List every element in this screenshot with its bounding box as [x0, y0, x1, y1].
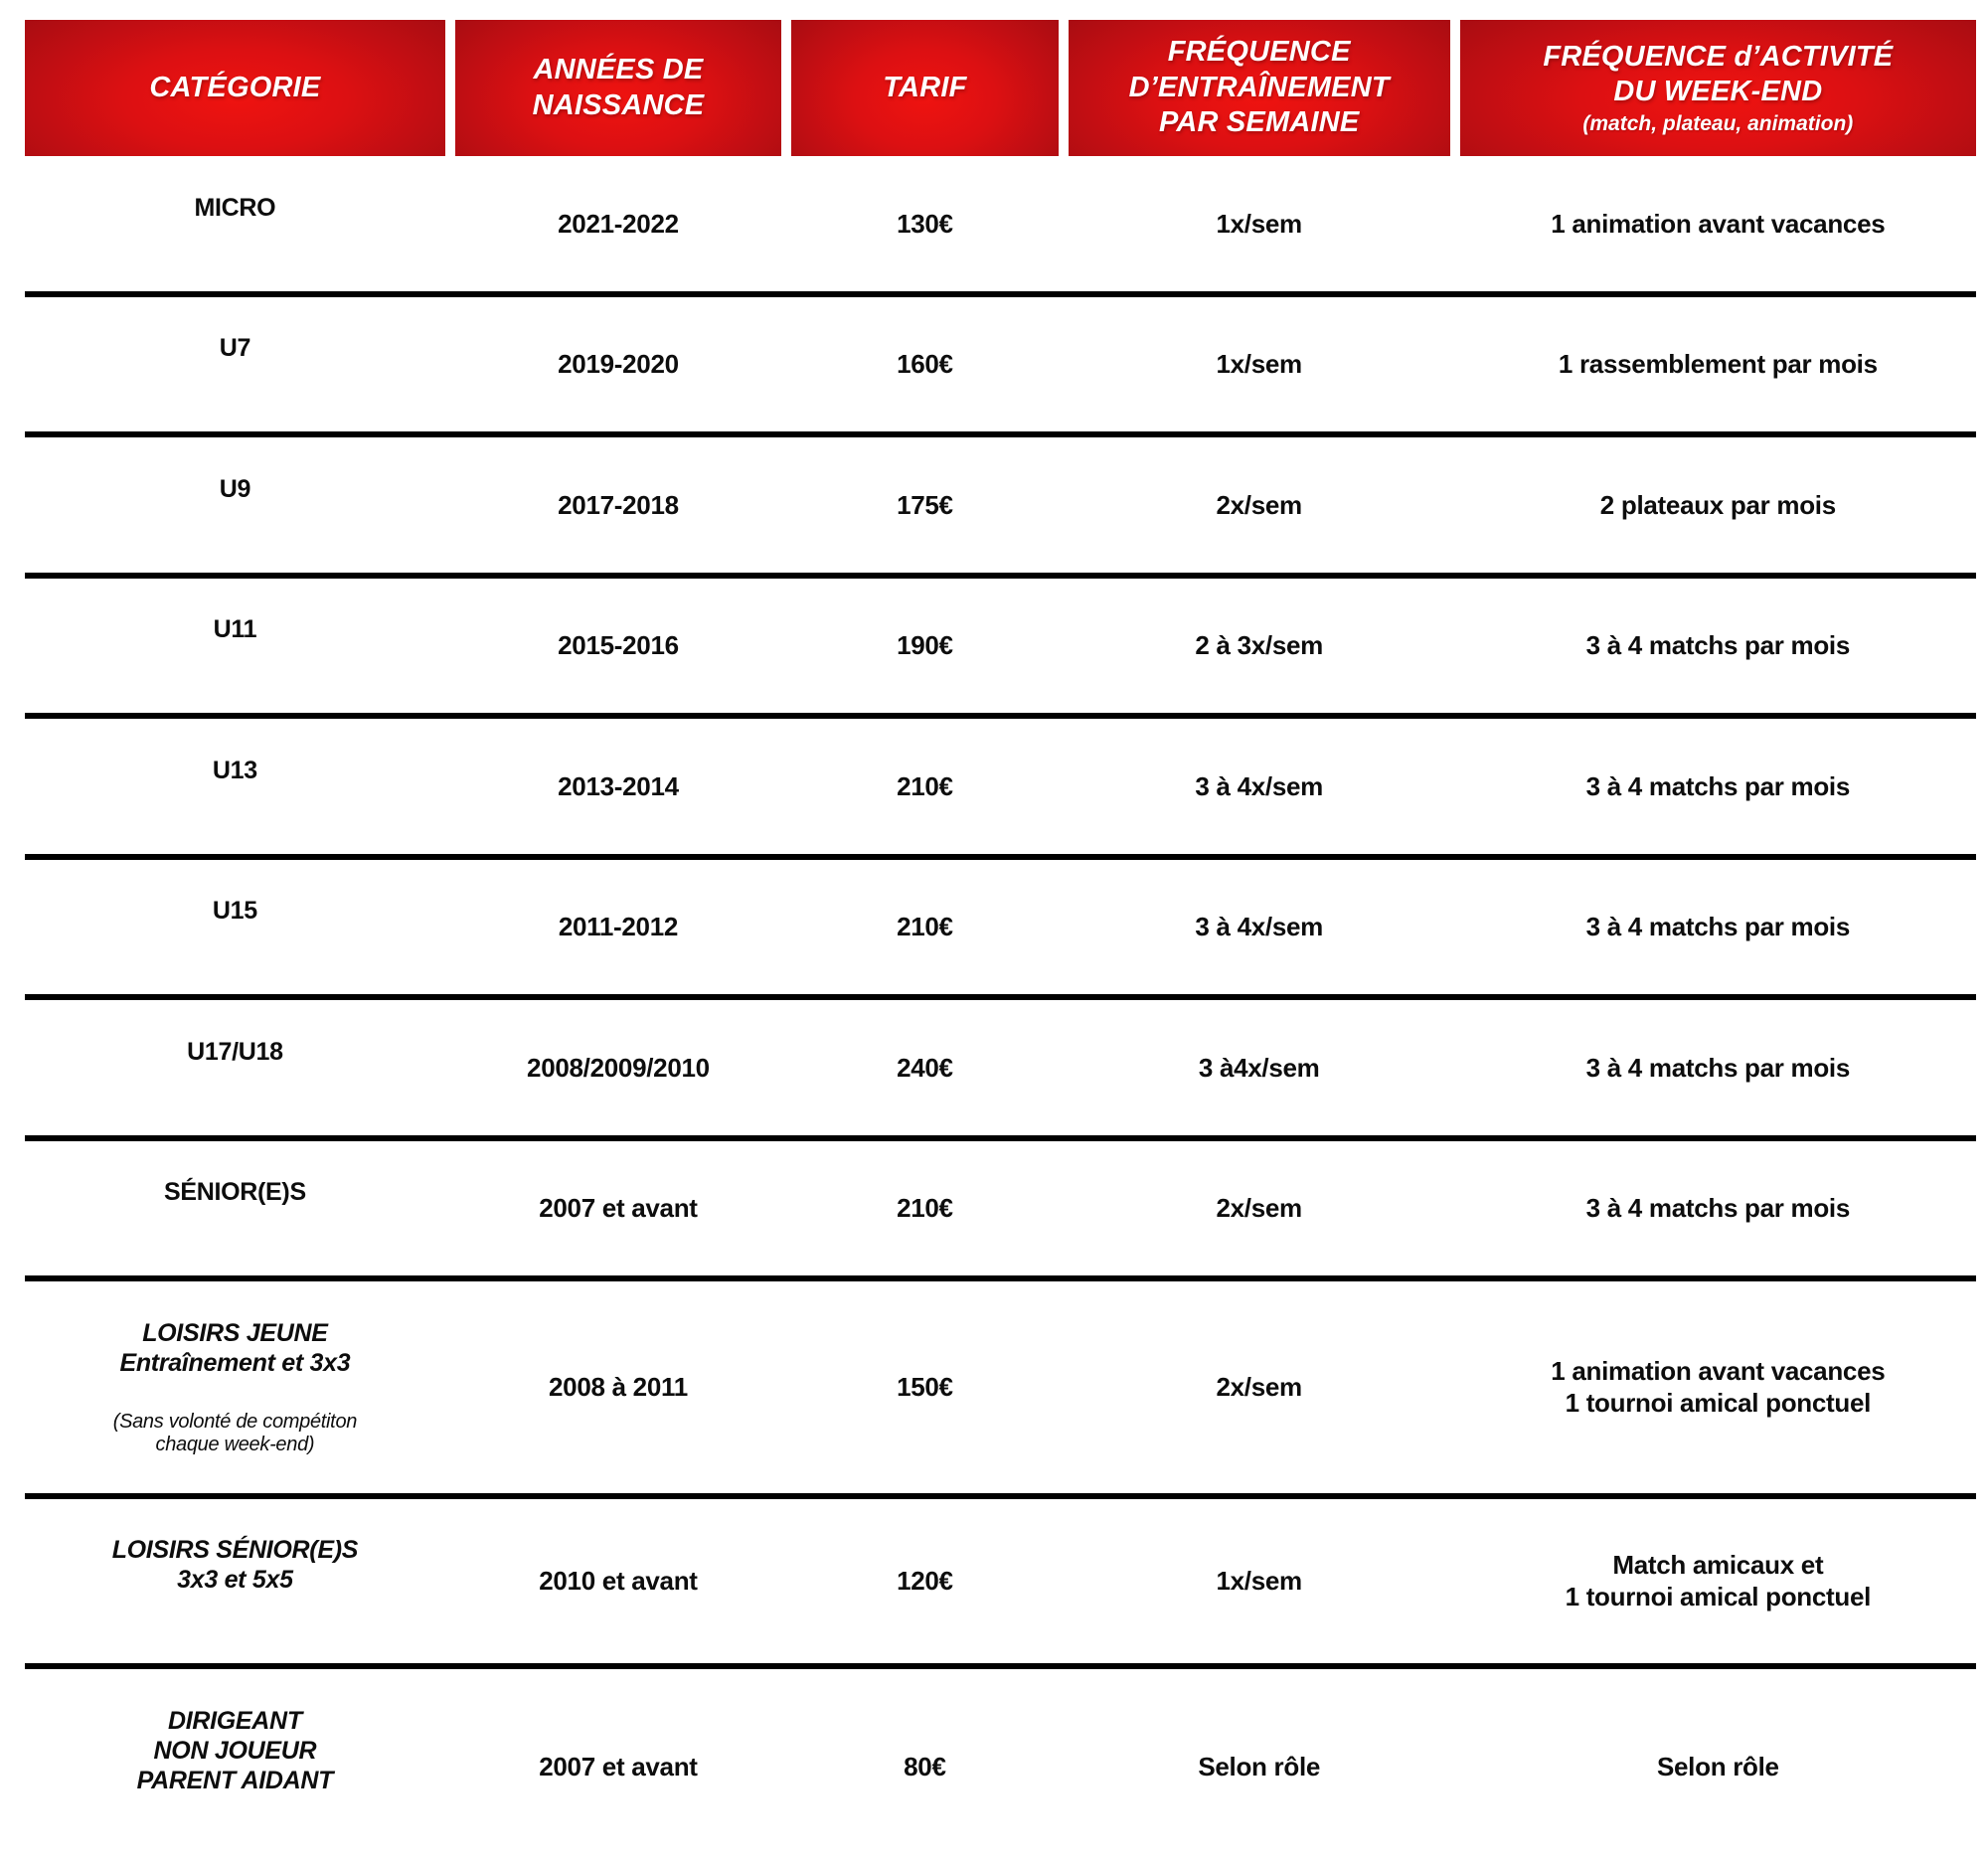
- column-header-label: FRÉQUENCE d’ACTIVITÉ DU WEEK-END: [1543, 41, 1894, 108]
- table-row: U7 2019-2020 160€ 1x/sem 1 rassemblement…: [25, 297, 1976, 437]
- column-header-sublabel: (match, plateau, animation): [1582, 111, 1854, 135]
- cell-weekend: 3 à 4 matchs par mois: [1585, 912, 1851, 941]
- cell-tarif: 80€: [904, 1751, 946, 1781]
- cell-years: 2021-2022: [558, 208, 679, 239]
- cell-years: 2017-2018: [558, 489, 679, 520]
- cell-years: 2013-2014: [558, 770, 679, 801]
- column-header-label: CATÉGORIE: [149, 71, 321, 103]
- category-label: U11: [213, 615, 257, 643]
- cell-weekend: 3 à 4 matchs par mois: [1585, 1052, 1851, 1083]
- cell-category: DIRIGEANT NON JOUEUR PARENT AIDANT: [25, 1669, 445, 1864]
- cell-training: 2 à 3x/sem: [1195, 630, 1323, 660]
- cell-weekend: 1 rassemblement par mois: [1558, 349, 1878, 379]
- table-row: U13 2013-2014 210€ 3 à 4x/sem 3 à 4 matc…: [25, 719, 1976, 860]
- table-row: SÉNIOR(E)S 2007 et avant 210€ 2x/sem 3 à…: [25, 1141, 1976, 1281]
- cell-training: 1x/sem: [1216, 349, 1302, 379]
- column-header-label: FRÉQUENCE D’ENTRAÎNEMENT PAR SEMAINE: [1128, 36, 1390, 139]
- cell-category: U7: [25, 297, 445, 432]
- cell-weekend: 1 animation avant vacances: [1551, 208, 1886, 239]
- cell-tarif: 175€: [897, 489, 953, 520]
- table-row: LOISIRS JEUNE Entraînement et 3x3 (Sans …: [25, 1281, 1976, 1499]
- cell-weekend: 1 animation avant vacances 1 tournoi ami…: [1551, 1355, 1886, 1419]
- category-label: LOISIRS SÉNIOR(E)S 3x3 et 5x5: [111, 1536, 359, 1594]
- category-label: U13: [212, 756, 257, 784]
- column-header-categorie: CATÉGORIE: [25, 20, 445, 156]
- cell-weekend: Match amicaux et 1 tournoi amical ponctu…: [1565, 1549, 1872, 1612]
- cell-training: 2x/sem: [1216, 1193, 1302, 1223]
- cell-years: 2015-2016: [558, 630, 679, 660]
- category-note: (Sans volonté de compétiton chaque week-…: [112, 1411, 358, 1455]
- column-header-frequence-entrainement: FRÉQUENCE D’ENTRAÎNEMENT PAR SEMAINE: [1068, 20, 1450, 156]
- cell-training: 1x/sem: [1216, 1566, 1302, 1596]
- column-header-tarif: TARIF: [791, 20, 1059, 156]
- pricing-table: CATÉGORIE ANNÉES DE NAISSANCE TARIF FRÉQ…: [25, 20, 1976, 1794]
- cell-training: 3 à 4x/sem: [1195, 912, 1323, 941]
- category-label: U7: [219, 334, 251, 362]
- cell-training: Selon rôle: [1198, 1751, 1321, 1781]
- cell-weekend: 3 à 4 matchs par mois: [1585, 1193, 1851, 1223]
- cell-tarif: 210€: [897, 912, 953, 941]
- cell-weekend: Selon rôle: [1656, 1751, 1779, 1781]
- cell-category: MICRO: [25, 156, 445, 291]
- cell-tarif: 120€: [897, 1566, 953, 1596]
- table-row: U15 2011-2012 210€ 3 à 4x/sem 3 à 4 matc…: [25, 860, 1976, 1000]
- cell-years: 2008 à 2011: [549, 1372, 688, 1402]
- column-header-label: TARIF: [883, 71, 967, 103]
- cell-category: U17/U18: [25, 1000, 445, 1135]
- cell-tarif: 210€: [897, 1193, 953, 1223]
- cell-category: U13: [25, 719, 445, 854]
- column-header-annees-de-naissance: ANNÉES DE NAISSANCE: [454, 20, 782, 156]
- table-row: U9 2017-2018 175€ 2x/sem 2 plateaux par …: [25, 437, 1976, 579]
- cell-training: 2x/sem: [1216, 489, 1302, 520]
- cell-tarif: 190€: [897, 630, 953, 660]
- cell-weekend: 3 à 4 matchs par mois: [1585, 630, 1851, 660]
- cell-years: 2010 et avant: [539, 1566, 698, 1596]
- cell-years: 2007 et avant: [539, 1751, 698, 1781]
- table-row: DIRIGEANT NON JOUEUR PARENT AIDANT 2007 …: [25, 1669, 1976, 1864]
- column-header-label: ANNÉES DE NAISSANCE: [532, 54, 705, 121]
- table-body: MICRO 2021-2022 130€ 1x/sem 1 animation …: [25, 156, 1976, 1864]
- cell-tarif: 240€: [897, 1052, 953, 1083]
- cell-years: 2011-2012: [558, 912, 679, 941]
- cell-tarif: 130€: [897, 208, 953, 239]
- cell-weekend: 2 plateaux par mois: [1599, 489, 1836, 520]
- cell-category: U15: [25, 860, 445, 995]
- cell-category: U9: [25, 437, 445, 573]
- category-label: U9: [219, 474, 251, 503]
- table-row: MICRO 2021-2022 130€ 1x/sem 1 animation …: [25, 156, 1976, 297]
- cell-category: U11: [25, 579, 445, 714]
- cell-training: 3 à4x/sem: [1198, 1052, 1320, 1083]
- table-header-row: CATÉGORIE ANNÉES DE NAISSANCE TARIF FRÉQ…: [25, 20, 1976, 156]
- cell-years: 2008/2009/2010: [527, 1052, 710, 1083]
- column-header-frequence-activite-weekend: FRÉQUENCE d’ACTIVITÉ DU WEEK-END (match,…: [1459, 20, 1976, 156]
- cell-category: SÉNIOR(E)S: [25, 1141, 445, 1276]
- table-row: U11 2015-2016 190€ 2 à 3x/sem 3 à 4 matc…: [25, 579, 1976, 719]
- cell-weekend: 3 à 4 matchs par mois: [1585, 770, 1851, 801]
- category-label: LOISIRS JEUNE Entraînement et 3x3: [119, 1318, 351, 1377]
- cell-training: 1x/sem: [1216, 208, 1302, 239]
- cell-category: LOISIRS JEUNE Entraînement et 3x3 (Sans …: [25, 1281, 445, 1493]
- table-row: U17/U18 2008/2009/2010 240€ 3 à4x/sem 3 …: [25, 1000, 1976, 1141]
- cell-years: 2019-2020: [558, 349, 679, 379]
- category-label: DIRIGEANT NON JOUEUR PARENT AIDANT: [136, 1706, 334, 1794]
- category-label: U15: [212, 897, 257, 925]
- cell-category: LOISIRS SÉNIOR(E)S 3x3 et 5x5: [25, 1499, 445, 1664]
- category-label: MICRO: [194, 193, 276, 222]
- cell-training: 2x/sem: [1216, 1372, 1302, 1402]
- cell-tarif: 210€: [897, 770, 953, 801]
- cell-tarif: 150€: [897, 1372, 953, 1402]
- cell-tarif: 160€: [897, 349, 953, 379]
- table-row: LOISIRS SÉNIOR(E)S 3x3 et 5x5 2010 et av…: [25, 1499, 1976, 1669]
- category-label: SÉNIOR(E)S: [163, 1178, 306, 1206]
- cell-years: 2007 et avant: [539, 1193, 698, 1223]
- category-label: U17/U18: [187, 1037, 283, 1066]
- cell-training: 3 à 4x/sem: [1195, 770, 1323, 801]
